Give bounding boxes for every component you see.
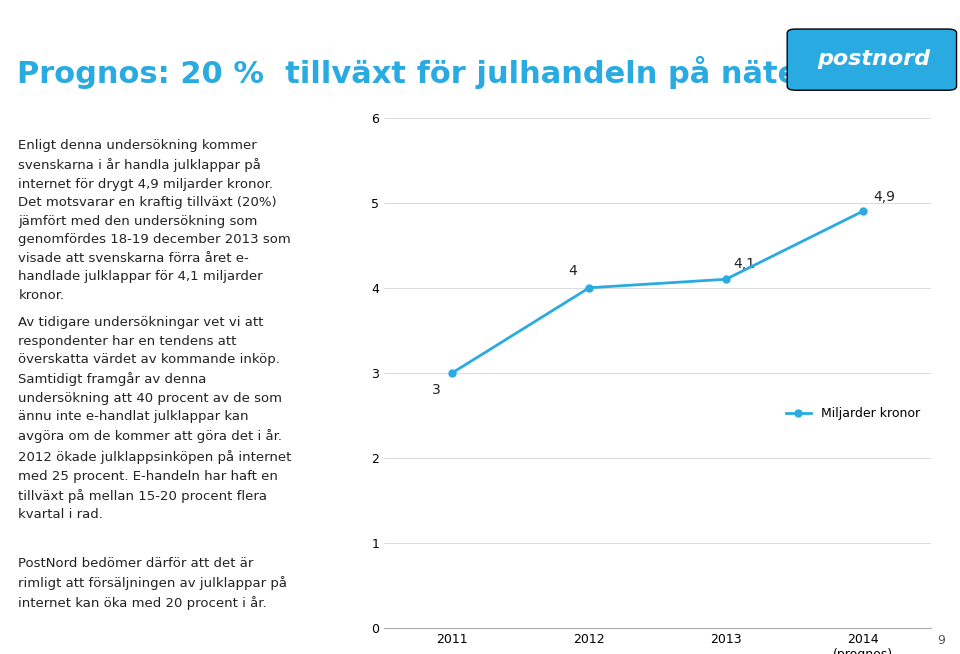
Text: Prognos: 20 %  tillväxt för julhandeln på nätet i år: Prognos: 20 % tillväxt för julhandeln på… — [17, 56, 880, 89]
Text: PostNord bedömer därför att det är
rimligt att försäljningen av julklappar på
in: PostNord bedömer därför att det är rimli… — [18, 557, 287, 610]
Text: 9: 9 — [938, 634, 946, 647]
Text: 3: 3 — [432, 383, 441, 396]
Text: 4,9: 4,9 — [874, 190, 896, 205]
Text: Enligt denna undersökning kommer
svenskarna i år handla julklappar på
internet f: Enligt denna undersökning kommer svenska… — [18, 139, 291, 301]
Text: 4,1: 4,1 — [732, 257, 755, 271]
FancyBboxPatch shape — [787, 29, 956, 90]
Legend: Miljarder kronor: Miljarder kronor — [780, 402, 924, 425]
Text: Av tidigare undersökningar vet vi att
respondenter har en tendens att
överskatta: Av tidigare undersökningar vet vi att re… — [18, 316, 282, 443]
Text: postnord: postnord — [817, 49, 930, 69]
Text: 2012 ökade julklappsinköpen på internet
med 25 procent. E-handeln har haft en
ti: 2012 ökade julklappsinköpen på internet … — [18, 450, 292, 521]
Text: 4: 4 — [568, 264, 577, 277]
